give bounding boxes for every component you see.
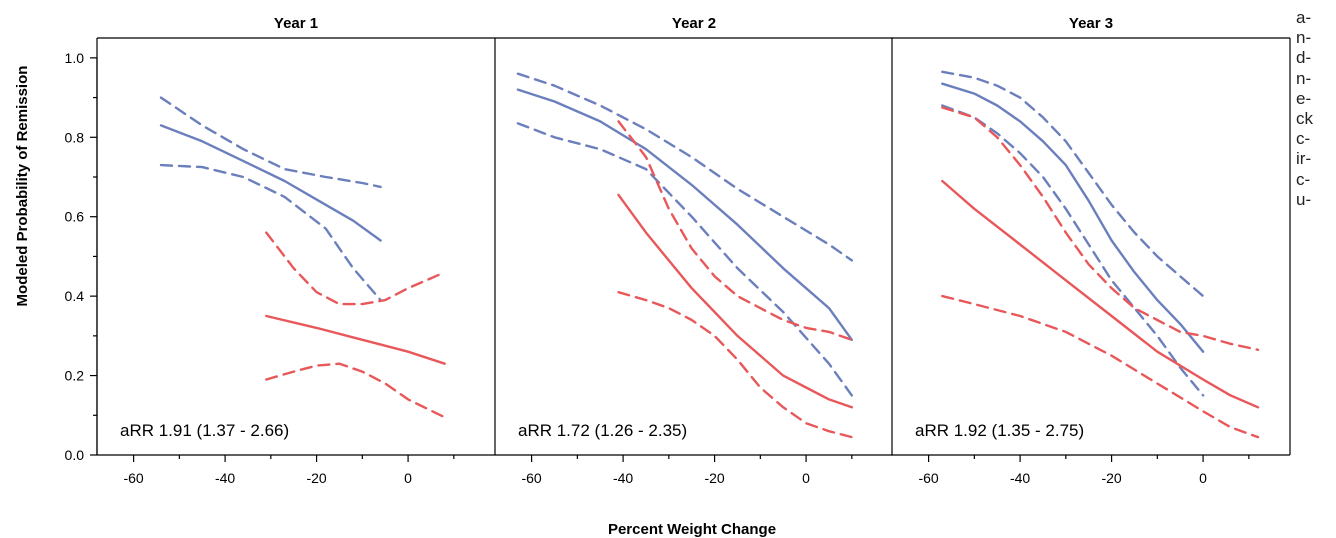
x-tick-label: 0 [1199, 470, 1207, 486]
side-text-line: u- [1296, 189, 1312, 209]
y-axis: 0.0 0.2 0.4 0.6 0.8 1.0 [65, 50, 98, 463]
side-text-line: ir- [1296, 149, 1312, 169]
y-tick-label: 0.6 [65, 209, 85, 225]
red-dashed-line [265, 231, 446, 306]
side-text: a-n-d-n-e-ck c-ir-c-u- [1296, 8, 1332, 210]
x-tick-label: -40 [1010, 470, 1030, 486]
x-tick-label: 0 [404, 470, 412, 486]
side-text-line: ck [1296, 109, 1313, 129]
y-tick-label: 0.8 [65, 129, 85, 145]
x-axis-title: Percent Weight Change [608, 521, 776, 538]
panel-title: Year 1 [274, 15, 318, 32]
arr-annotation: aRR 1.91 (1.37 - 2.66) [120, 421, 289, 440]
x-tick-label: -60 [918, 470, 938, 486]
arr-annotation: aRR 1.72 (1.26 - 2.35) [518, 421, 687, 440]
x-tick-label: -60 [123, 470, 143, 486]
red-dashed-line [265, 362, 446, 419]
x-tick-label: -20 [1101, 470, 1121, 486]
x-tick-label: -20 [306, 470, 326, 486]
side-text-line: c- [1296, 129, 1311, 149]
side-text-line: n- [1296, 28, 1312, 48]
x-tick-label: -60 [521, 470, 541, 486]
x-tick-label: 0 [802, 470, 810, 486]
blue-dashed-line [941, 104, 1205, 397]
side-text-line: n- [1296, 68, 1312, 88]
blue-dashed-line [159, 96, 382, 189]
side-text-line: c- [1296, 169, 1311, 189]
y-tick-label: 0.0 [65, 447, 85, 463]
y-tick-label: 0.2 [65, 368, 85, 384]
red-solid-line [617, 193, 853, 409]
panel-2: -60 -40 -20 0 Year 2 aRR 1.72 (1.26 - 2.35) [494, 15, 893, 486]
red-dashed-line [617, 291, 853, 439]
panel-title: Year 2 [672, 15, 716, 32]
blue-solid-line [941, 82, 1205, 353]
y-tick-label: 1.0 [65, 50, 85, 66]
red-dashed-line [617, 120, 853, 341]
blue-dashed-line [516, 72, 853, 262]
x-tick-label: -20 [704, 470, 724, 486]
red-solid-line [941, 179, 1260, 409]
red-solid-line [265, 314, 446, 365]
side-text-line: a- [1296, 8, 1312, 27]
red-dashed-line [941, 294, 1260, 439]
x-tick-label: -40 [215, 470, 235, 486]
panel-title: Year 3 [1069, 15, 1113, 32]
y-axis-title: Modeled Probability of Remission [14, 66, 31, 307]
blue-dashed-line [516, 122, 853, 397]
panel-3: -60 -40 -20 0 Year 3 aRR 1.92 (1.35 - 2.75) [891, 15, 1291, 486]
panel-1: -60 -40 -20 0 Year 1 aRR 1.91 (1.37 - 2.66) [96, 15, 495, 486]
x-tick-label: -40 [613, 470, 633, 486]
arr-annotation: aRR 1.92 (1.35 - 2.75) [915, 421, 1084, 440]
blue-dashed-line [159, 163, 382, 302]
red-dashed-line [941, 106, 1260, 351]
blue-solid-line [516, 88, 853, 341]
y-tick-label: 0.4 [65, 288, 85, 304]
blue-dashed-line [941, 70, 1205, 298]
side-text-line: e- [1296, 88, 1312, 108]
blue-solid-line [159, 124, 382, 242]
side-text-line: d- [1296, 48, 1312, 68]
